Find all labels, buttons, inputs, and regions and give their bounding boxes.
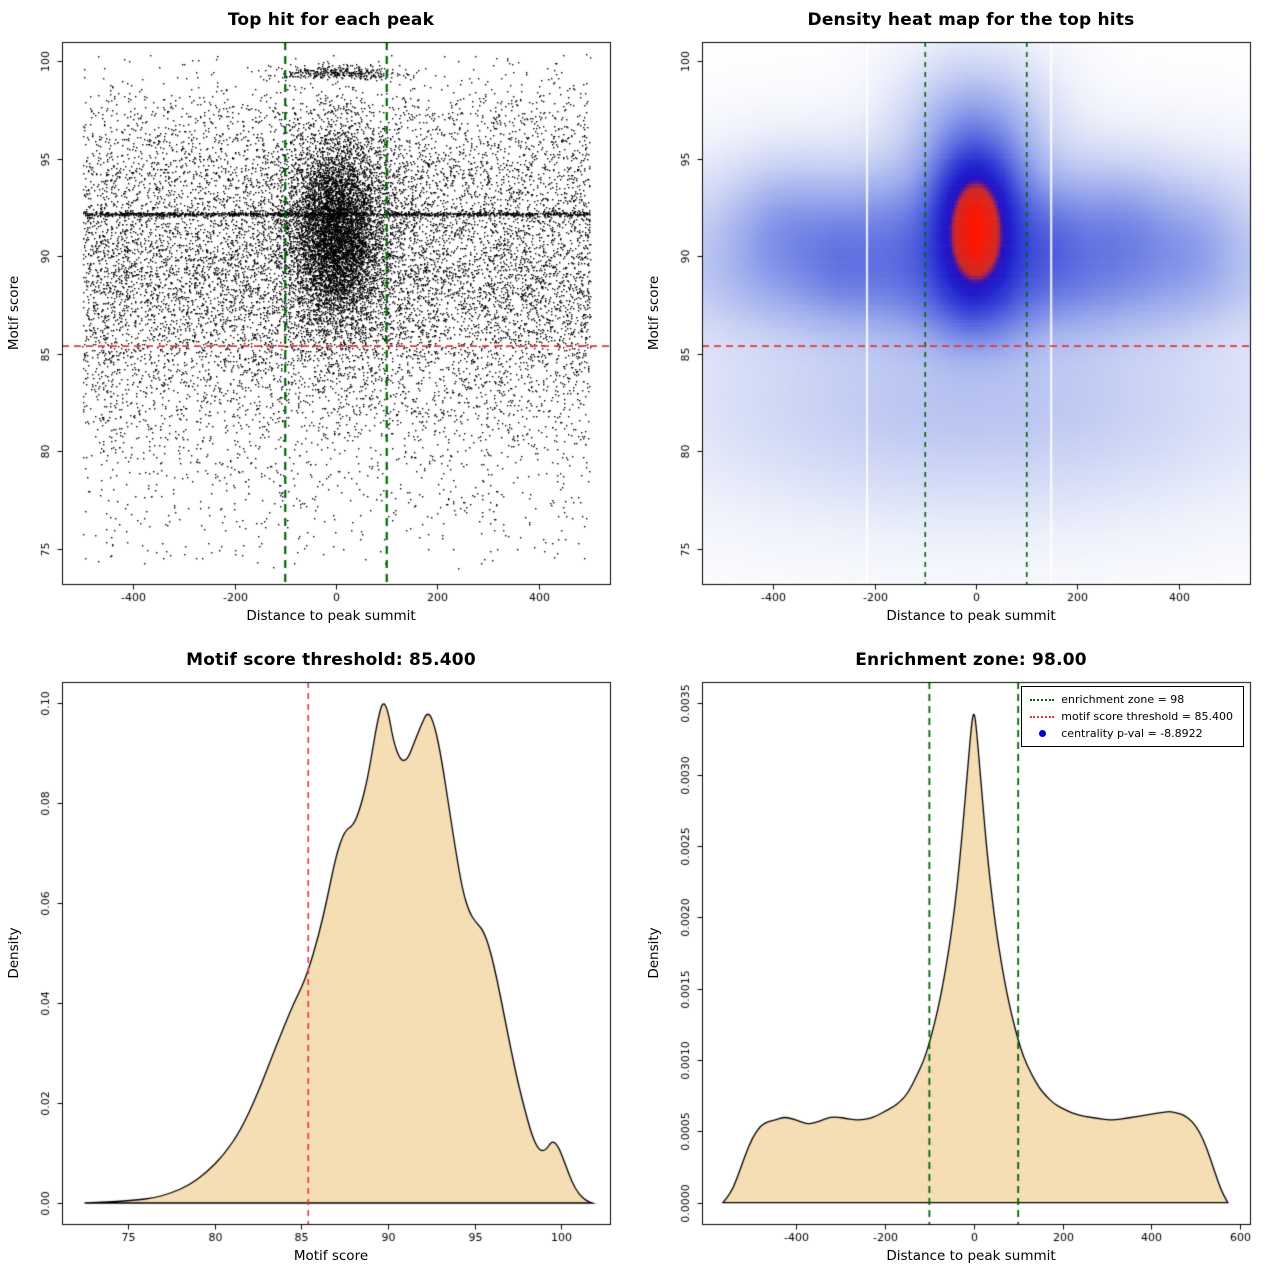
scatter-plot-canvas — [0, 0, 640, 640]
x-axis-label: Distance to peak summit — [246, 608, 416, 624]
legend-item-centrality-pval: centrality p-val = -8.8922 — [1030, 727, 1233, 740]
panel-density-heatmap: Density heat map for the top hits Distan… — [640, 0, 1280, 640]
chart-title: Enrichment zone: 98.00 — [855, 650, 1087, 670]
legend-label: centrality p-val = -8.8922 — [1061, 727, 1203, 740]
legend-swatch-wrap — [1030, 729, 1054, 739]
legend-label: enrichment zone = 98 — [1061, 693, 1185, 706]
y-axis-label: Density — [6, 927, 22, 979]
density-curve-canvas — [0, 640, 640, 1280]
legend-swatch-wrap — [1030, 712, 1055, 722]
legend-item-motif-score-threshold: motif score threshold = 85.400 — [1030, 710, 1233, 723]
legend-label: motif score threshold = 85.400 — [1061, 710, 1233, 723]
y-axis-label: Motif score — [6, 275, 22, 351]
legend-swatch-wrap — [1030, 695, 1055, 705]
y-axis-label: Density — [646, 927, 662, 979]
x-axis-label: Distance to peak summit — [886, 1248, 1056, 1264]
legend: enrichment zone = 98 motif score thresho… — [1021, 686, 1244, 747]
x-axis-label: Distance to peak summit — [886, 608, 1056, 624]
threshold-line-icon — [1030, 715, 1055, 718]
chart-title: Motif score threshold: 85.400 — [186, 650, 476, 670]
chart-title: Top hit for each peak — [227, 10, 435, 30]
panel-motif-score-density: Motif score threshold: 85.400 Motif scor… — [0, 640, 640, 1280]
chart-title: Density heat map for the top hits — [807, 10, 1135, 30]
panel-enrichment-zone-density: Enrichment zone: 98.00 Distance to peak … — [640, 640, 1280, 1280]
legend-item-enrichment-zone: enrichment zone = 98 — [1030, 693, 1233, 706]
y-axis-label: Motif score — [646, 275, 662, 351]
x-axis-label: Motif score — [293, 1248, 369, 1264]
heatmap-canvas — [640, 0, 1280, 640]
panel-top-hit-scatter: Top hit for each peak Distance to peak s… — [0, 0, 640, 640]
enrichment-zone-line-icon — [1030, 698, 1055, 701]
centrality-dot-icon — [1038, 730, 1046, 737]
